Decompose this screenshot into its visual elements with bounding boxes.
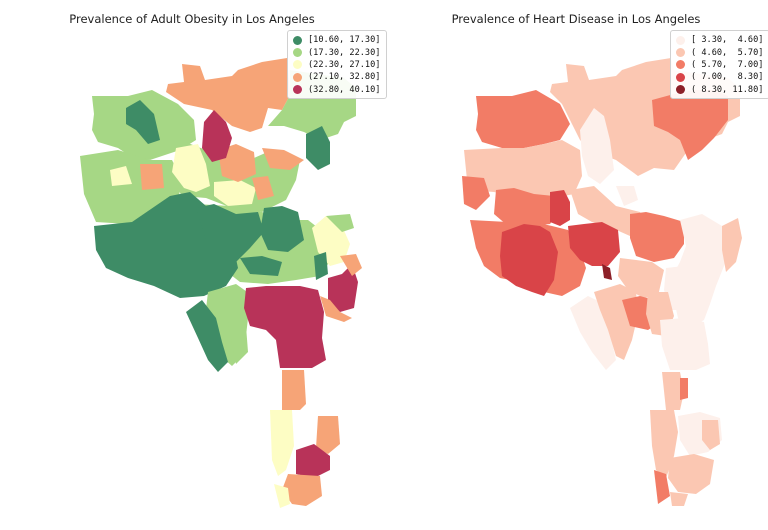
legend-item: [10.60, 17.30] [293, 34, 380, 46]
legend-label: ( 8.30, 11.80] [691, 84, 764, 95]
legend-item: (17.30, 22.30] [293, 46, 380, 58]
legend-swatch [293, 85, 302, 95]
legend-swatch [676, 48, 685, 58]
heart-disease-map-title: Prevalence of Heart Disease in Los Angel… [451, 12, 701, 26]
legend-item: [ 3.30, 4.60] [676, 34, 763, 46]
legend-swatch [676, 35, 685, 45]
legend-item: (22.30, 27.10] [293, 59, 380, 71]
obesity-map-title: Prevalence of Adult Obesity in Los Angel… [69, 12, 315, 26]
legend-label: ( 4.60, 5.70] [691, 47, 764, 58]
legend-label: (27.10, 32.80] [308, 72, 381, 83]
legend-item: (27.10, 32.80] [293, 71, 380, 83]
legend-swatch [293, 60, 302, 70]
obesity-map-panel: Prevalence of Adult Obesity in Los Angel… [69, 12, 388, 508]
legend-label: ( 5.70, 7.00] [691, 59, 764, 70]
heart-disease-map-panel: Prevalence of Heart Disease in Los Angel… [384, 0, 768, 530]
legend-swatch [676, 60, 685, 70]
obesity-legend: [10.60, 17.30] (17.30, 22.30] (22.30, 27… [287, 30, 388, 99]
legend-item: ( 7.00, 8.30] [676, 71, 763, 83]
obesity-choropleth-map [80, 58, 362, 508]
legend-item: ( 5.70, 7.00] [676, 59, 763, 71]
legend-item: (32.80, 40.10] [293, 84, 380, 96]
legend-swatch [293, 48, 302, 58]
heart-disease-legend: [ 3.30, 4.60] ( 4.60, 5.70] ( 5.70, 7.00… [670, 30, 768, 99]
legend-swatch [293, 72, 302, 82]
legend-label: [10.60, 17.30] [308, 35, 381, 46]
legend-label: [ 3.30, 4.60] [691, 35, 764, 46]
legend-label: ( 7.00, 8.30] [691, 72, 764, 83]
legend-item: ( 8.30, 11.80] [676, 84, 763, 96]
legend-label: (32.80, 40.10] [308, 84, 381, 95]
legend-item: ( 4.60, 5.70] [676, 46, 763, 58]
legend-label: (22.30, 27.10] [308, 59, 381, 70]
legend-swatch [676, 72, 685, 82]
legend-swatch [676, 85, 685, 95]
legend-swatch [293, 35, 302, 45]
legend-label: (17.30, 22.30] [308, 47, 381, 58]
